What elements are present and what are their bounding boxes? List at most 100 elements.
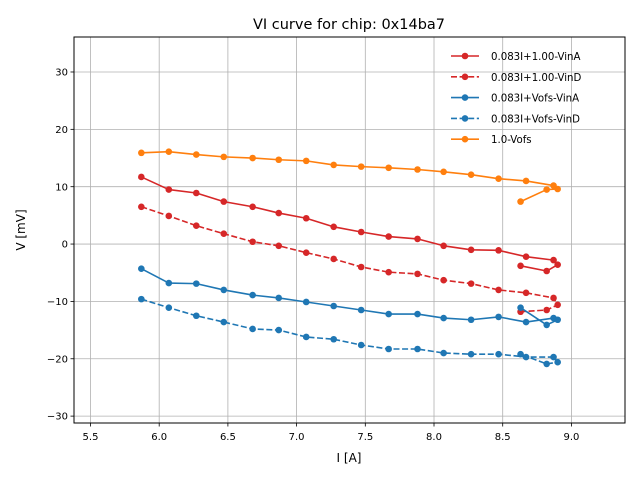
- data-point: [138, 295, 145, 303]
- data-point: [543, 267, 550, 275]
- data-point: [522, 353, 530, 361]
- data-point: [543, 186, 550, 193]
- x-tick-label: 6.5: [220, 432, 236, 443]
- data-point: [302, 333, 310, 341]
- data-point: [554, 261, 561, 268]
- data-point: [543, 321, 550, 329]
- data-point: [550, 294, 557, 302]
- data-point: [554, 301, 561, 309]
- data-point: [357, 341, 365, 349]
- x-tick-label: 9.0: [563, 432, 579, 443]
- x-axis-ticks: 5.5 6.0 6.5 7.0 7.5 8.0 8.5 9.0: [83, 423, 579, 443]
- data-point: [495, 313, 502, 321]
- data-point: [517, 262, 524, 270]
- data-point: [517, 350, 524, 358]
- series-0-083i-vofs-vind: [138, 295, 561, 368]
- data-point: [522, 253, 530, 260]
- data-point: [385, 164, 392, 172]
- data-point: [554, 316, 561, 324]
- data-point: [550, 353, 557, 361]
- data-point: [414, 166, 421, 173]
- data-point: [440, 242, 447, 250]
- data-point: [330, 302, 337, 310]
- data-point: [165, 279, 173, 287]
- data-point: [414, 235, 421, 243]
- series-0-083i-1-00-vina: [138, 173, 561, 275]
- data-point: [302, 214, 310, 222]
- y-tick-label: −30: [47, 412, 68, 423]
- data-point: [517, 198, 524, 205]
- legend-label: 1.0-Vofs: [491, 135, 532, 146]
- data-point: [414, 310, 421, 318]
- data-point: [275, 209, 283, 217]
- data-point: [220, 198, 228, 205]
- series-group: [138, 148, 561, 368]
- data-point: [275, 326, 283, 334]
- data-point: [554, 185, 561, 193]
- data-point: [440, 314, 447, 322]
- series-1-0-vofs: [138, 148, 561, 205]
- data-point: [138, 149, 145, 157]
- data-point: [249, 291, 256, 299]
- legend-item: 0.083I+1.00-VinA: [451, 52, 580, 63]
- data-point: [357, 306, 365, 314]
- data-point: [440, 168, 447, 176]
- data-point: [385, 233, 392, 240]
- legend-item: 0.083I+1.00-VinD: [451, 73, 581, 84]
- legend: 0.083I+1.00-VinA 0.083I+1.00-VinD 0.083I+V…: [451, 52, 581, 146]
- y-tick-label: 30: [55, 68, 68, 79]
- data-point: [220, 153, 228, 161]
- data-point: [220, 318, 228, 326]
- data-point: [330, 161, 337, 169]
- data-point: [543, 360, 550, 368]
- legend-marker: [461, 94, 469, 101]
- y-tick-label: −20: [47, 354, 68, 365]
- legend-item: 0.083I+Vofs-VinA: [451, 94, 579, 105]
- data-point: [440, 349, 447, 357]
- y-tick-label: 10: [55, 182, 68, 193]
- data-point: [275, 294, 283, 302]
- data-point: [192, 222, 200, 229]
- legend-marker: [461, 73, 469, 81]
- data-point: [414, 345, 421, 353]
- x-tick-label: 5.5: [83, 432, 99, 443]
- data-point: [165, 212, 173, 220]
- data-point: [467, 171, 475, 178]
- data-point: [550, 256, 557, 264]
- data-point: [138, 173, 145, 181]
- data-point: [467, 316, 475, 324]
- y-tick-label: −10: [47, 297, 68, 308]
- y-tick-label: 0: [62, 240, 68, 251]
- data-point: [467, 280, 475, 287]
- legend-marker: [461, 115, 469, 122]
- series-0-083i-1-00-vind: [138, 203, 561, 316]
- legend-label: 0.083I+1.00-VinA: [491, 52, 580, 63]
- y-axis-label: V [mV]: [14, 209, 28, 250]
- data-point: [275, 156, 283, 164]
- legend-label: 0.083I+Vofs-VinD: [491, 114, 580, 125]
- data-point: [522, 177, 530, 185]
- data-point: [220, 286, 228, 294]
- data-point: [440, 276, 447, 284]
- data-point: [192, 151, 200, 158]
- data-point: [385, 310, 392, 318]
- data-point: [330, 335, 337, 343]
- chart-title: VI curve for chip: 0x14ba7: [253, 17, 445, 33]
- data-point: [165, 304, 173, 312]
- data-point: [554, 358, 561, 366]
- data-point: [302, 157, 310, 165]
- data-point: [495, 286, 502, 294]
- series-0-083i-vofs-vina: [138, 265, 561, 329]
- y-axis-ticks: −30 −20 −10 0 10 20 30: [47, 68, 74, 423]
- data-point: [302, 298, 310, 306]
- y-tick-label: 20: [55, 125, 68, 136]
- data-point: [357, 163, 365, 170]
- data-point: [467, 246, 475, 254]
- data-point: [495, 247, 502, 254]
- data-point: [467, 350, 475, 358]
- data-point: [165, 186, 173, 193]
- x-tick-label: 7.0: [289, 432, 305, 443]
- data-point: [192, 280, 200, 287]
- data-point: [249, 238, 256, 246]
